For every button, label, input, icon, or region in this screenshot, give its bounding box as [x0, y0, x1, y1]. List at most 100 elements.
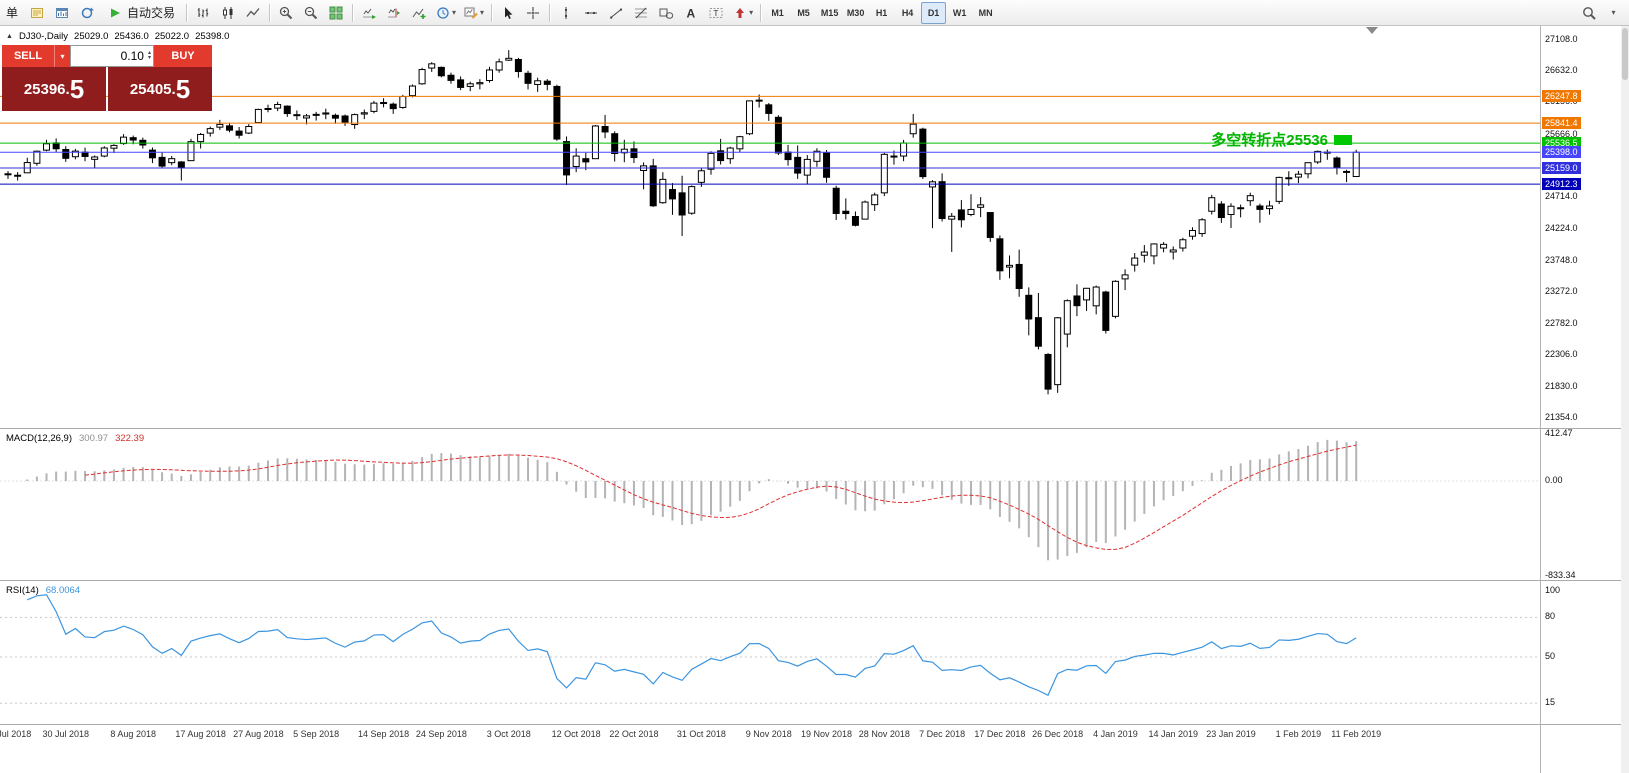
- refresh-button[interactable]: [75, 2, 99, 24]
- pane-separator[interactable]: [0, 428, 1621, 429]
- vertical-line-tool-button[interactable]: [554, 2, 578, 24]
- zoom-in-button[interactable]: [274, 2, 298, 24]
- horizontal-line-tool-button[interactable]: [579, 2, 603, 24]
- buy-price: 25405.: [129, 80, 176, 98]
- timeframe-m1-button[interactable]: M1: [765, 2, 790, 24]
- date-label: 8 Aug 2018: [110, 729, 156, 739]
- pane-separator[interactable]: [0, 580, 1621, 581]
- toolbar-separator: [760, 3, 762, 22]
- timeframe-mn-button[interactable]: MN: [973, 2, 998, 24]
- zoom-out-button[interactable]: [299, 2, 323, 24]
- new-order-button[interactable]: [25, 2, 49, 24]
- date-label: 28 Nov 2018: [858, 729, 910, 739]
- label-tool-button[interactable]: T: [704, 2, 728, 24]
- periods-button[interactable]: ▾: [432, 2, 459, 24]
- add-indicator-button[interactable]: [407, 2, 431, 24]
- axis-price-label: 23748.0: [1545, 254, 1578, 265]
- arrows-tool-button[interactable]: ▾: [729, 2, 756, 24]
- price-chart-pane: ▲ DJ30-,Daily 25029.0 25436.0 25022.0 25…: [0, 26, 1540, 428]
- candlestick-icon: [220, 5, 236, 21]
- date-label: 14 Sep 2018: [358, 729, 410, 739]
- bar-chart-icon: [195, 5, 211, 21]
- timeframe-d1-button[interactable]: D1: [921, 1, 947, 24]
- timeframe-m30-button[interactable]: M30: [843, 2, 868, 24]
- ohlc-low: 25022.0: [154, 31, 190, 42]
- sell-price-panel[interactable]: 25396. 5: [2, 67, 106, 111]
- sell-button[interactable]: SELL: [2, 45, 54, 67]
- chart-annotation[interactable]: 多空转折点25536: [1100, 129, 1352, 150]
- sell-price-big-digit: 5: [69, 74, 85, 104]
- toolbar-right-group: ▾: [1577, 2, 1625, 24]
- zoom-out-icon: [303, 5, 319, 21]
- template-icon: [463, 5, 479, 21]
- chevron-down-icon: ▾: [452, 7, 457, 17]
- spin-down-icon[interactable]: ▾: [147, 55, 151, 61]
- cursor-button[interactable]: [496, 2, 520, 24]
- volume-input[interactable]: [87, 49, 146, 63]
- axis-price-label: 80: [1545, 611, 1556, 622]
- search-button[interactable]: [1577, 2, 1601, 24]
- trendline-tool-button[interactable]: [604, 2, 628, 24]
- axis-price-label: 22306.0: [1545, 349, 1578, 360]
- timeframe-m5-button[interactable]: M5: [791, 2, 816, 24]
- tile-windows-button[interactable]: [324, 2, 348, 24]
- add-indicator-icon: [411, 5, 427, 21]
- shapes-tool-button[interactable]: [654, 2, 678, 24]
- line-chart-button[interactable]: [241, 2, 265, 24]
- chart-window-button[interactable]: [50, 2, 74, 24]
- ohlc-high: 25436.0: [114, 31, 149, 42]
- chevron-down-icon: ▾: [1611, 7, 1616, 17]
- time-axis[interactable]: 20 Jul 2018 30 Jul 2018 8 Aug 2018 17 Aug 2…: [0, 725, 1540, 749]
- sell-price: 25396.: [23, 80, 70, 98]
- axis-price-label: 412.47: [1545, 427, 1573, 438]
- timeframe-m15-button[interactable]: M15: [817, 2, 842, 24]
- macd-pane: MACD(12,26,9) 300.97 322.39: [0, 429, 1540, 580]
- buy-price-panel[interactable]: 25405. 5: [108, 67, 212, 111]
- spin-up-icon[interactable]: ▴: [147, 50, 151, 56]
- toolbar-overflow-button[interactable]: ▾: [1601, 2, 1625, 24]
- timeframe-w1-button[interactable]: W1: [947, 2, 972, 24]
- price-chart-canvas[interactable]: [0, 26, 1540, 428]
- vertical-scrollbar[interactable]: [1621, 26, 1629, 773]
- menu-label[interactable]: 单: [6, 6, 19, 20]
- date-label: 5 Sep 2018: [293, 729, 340, 739]
- rsi-canvas[interactable]: [0, 581, 1540, 724]
- svg-text:T: T: [714, 8, 719, 17]
- auto-scroll-button[interactable]: [357, 2, 381, 24]
- ohlc-open: 25029.0: [74, 31, 109, 42]
- autotrade-label: 自动交易: [127, 6, 176, 20]
- price-tag: 26247.8: [1542, 90, 1581, 103]
- scrollbar-thumb[interactable]: [1622, 28, 1628, 80]
- one-click-toggle-icon[interactable]: ▲: [6, 33, 13, 40]
- date-label: 24 Sep 2018: [415, 729, 467, 739]
- toolbar-separator: [352, 3, 354, 22]
- fibonacci-tool-button[interactable]: [629, 2, 653, 24]
- text-tool-button[interactable]: A: [679, 2, 703, 24]
- new-order-icon: [29, 5, 45, 21]
- bar-chart-button[interactable]: [191, 2, 215, 24]
- volume-dropdown-button[interactable]: ▾: [54, 45, 70, 67]
- date-label: 3 Oct 2018: [486, 729, 531, 739]
- macd-name: MACD(12,26,9): [6, 433, 72, 444]
- zoom-in-icon: [278, 5, 294, 21]
- play-icon: [107, 5, 123, 21]
- macd-main-value: 300.97: [79, 433, 109, 444]
- timeframe-h1-button[interactable]: H1: [869, 2, 894, 24]
- templates-button[interactable]: ▾: [460, 2, 487, 24]
- volume-spinner[interactable]: ▴ ▾: [147, 50, 151, 61]
- date-label: 1 Feb 2019: [1275, 729, 1322, 739]
- text-label-icon: T: [708, 5, 724, 21]
- date-label: 26 Dec 2018: [1032, 729, 1084, 739]
- autotrade-button[interactable]: 自动交易: [100, 2, 182, 24]
- price-tag: 25398.0: [1542, 146, 1581, 159]
- date-label: 7 Dec 2018: [919, 729, 966, 739]
- buy-button[interactable]: BUY: [154, 45, 212, 67]
- timeframe-h4-button[interactable]: H4: [895, 2, 920, 24]
- date-label: 11 Feb 2019: [1331, 729, 1382, 739]
- candlestick-chart-button[interactable]: [216, 2, 240, 24]
- chart-shift-button[interactable]: [382, 2, 406, 24]
- macd-canvas[interactable]: [0, 429, 1540, 580]
- date-label: 17 Aug 2018: [175, 729, 226, 739]
- crosshair-button[interactable]: [521, 2, 545, 24]
- price-axis[interactable]: 27108.026632.026156.025666.024714.024224…: [1540, 26, 1621, 773]
